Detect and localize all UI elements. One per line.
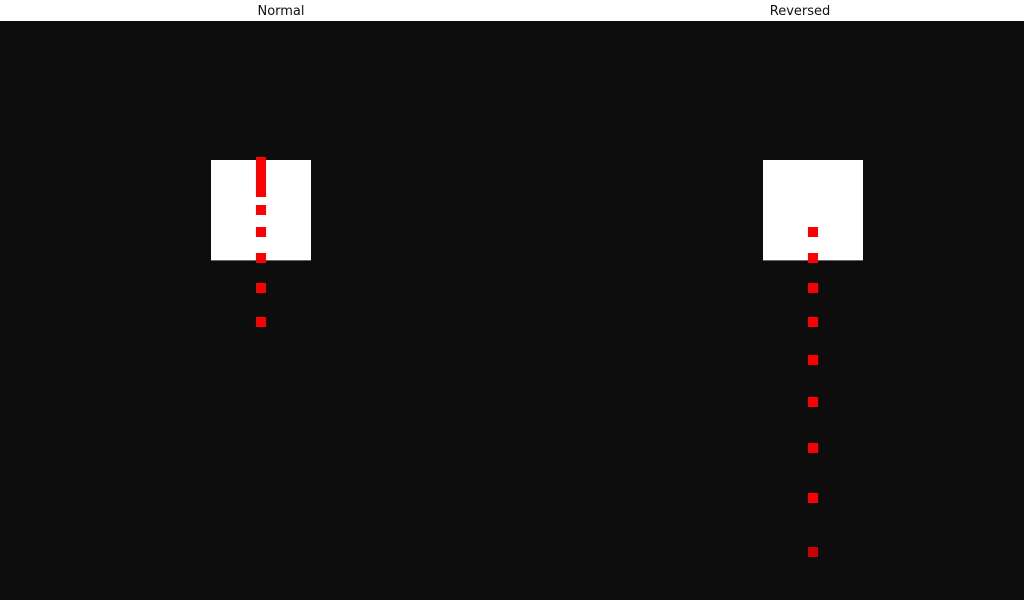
trail-dot [256, 187, 266, 197]
trail-dot [808, 317, 818, 327]
panel-title-reversed: Reversed [769, 4, 831, 19]
trail-dot [808, 443, 818, 453]
trail-dot [256, 317, 266, 327]
trail-dot [256, 177, 266, 187]
trail-dot [256, 253, 266, 263]
header-bar: Normal Reversed [0, 0, 1024, 21]
trail-dot [256, 227, 266, 237]
trail-dot [256, 283, 266, 293]
trail-dot [808, 227, 818, 237]
trail-dot [808, 283, 818, 293]
trail-dot [808, 397, 818, 407]
panel-title-normal: Normal [257, 4, 305, 19]
trail-dot [256, 205, 266, 215]
trail-dot [808, 547, 818, 557]
trail-dot [808, 493, 818, 503]
trail-dot [808, 253, 818, 263]
trail-dot [808, 355, 818, 365]
reversed-target-box [763, 160, 863, 260]
